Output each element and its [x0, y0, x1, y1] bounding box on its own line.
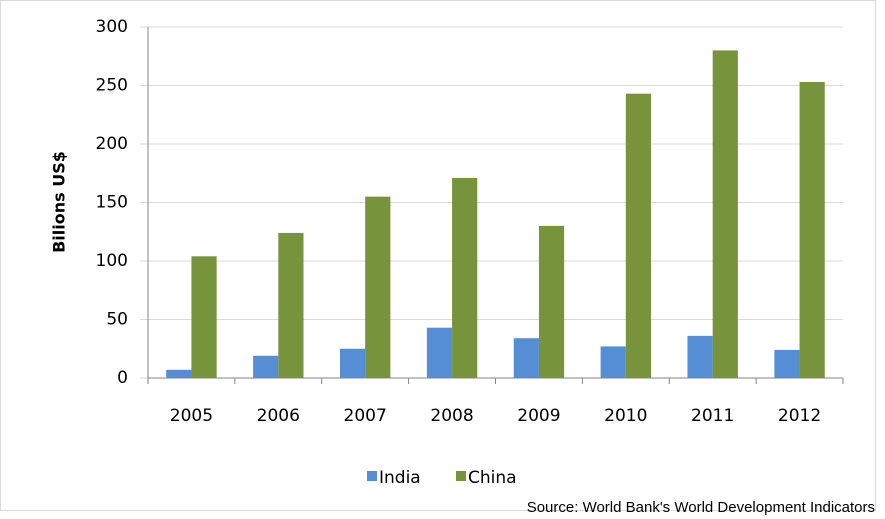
- source-note: Source: World Bank's World Development I…: [527, 499, 875, 516]
- bar: [625, 93, 652, 378]
- bar: [166, 369, 192, 378]
- bar: [426, 327, 453, 378]
- x-tick-label: 2007: [344, 406, 387, 426]
- bar: [600, 346, 626, 378]
- x-tick-label: 2011: [691, 406, 734, 426]
- bar: [712, 50, 738, 379]
- y-axis-label: Bilions US$: [50, 151, 69, 253]
- legend-label: China: [468, 468, 517, 488]
- x-tick-label: 2010: [604, 406, 647, 426]
- x-tick-label: 2012: [778, 406, 821, 426]
- x-tick-label: 2009: [517, 406, 560, 426]
- chart-border: [0, 0, 876, 511]
- legend-label: India: [379, 468, 421, 488]
- x-tick-label: 2005: [170, 406, 213, 426]
- x-tick-label: 2008: [430, 406, 473, 426]
- bar: [452, 177, 478, 378]
- y-tick-label: 150: [96, 193, 128, 213]
- bar: [191, 256, 217, 378]
- bar: [799, 81, 825, 379]
- bar: [513, 338, 539, 378]
- bar: [278, 232, 304, 378]
- bar: [339, 348, 366, 378]
- bar: [365, 196, 391, 378]
- y-tick-label: 200: [96, 134, 128, 154]
- bar: [687, 335, 713, 378]
- legend-swatch: [367, 471, 377, 481]
- bar: [774, 349, 800, 378]
- legend-swatch: [456, 471, 466, 481]
- bar: [253, 355, 279, 378]
- bar: [538, 225, 565, 378]
- y-tick-label: 250: [96, 76, 128, 96]
- x-tick-label: 2006: [257, 406, 300, 426]
- y-tick-label: 100: [96, 251, 128, 271]
- y-tick-label: 50: [106, 310, 128, 330]
- y-tick-label: 300: [96, 17, 128, 37]
- y-tick-label: 0: [117, 368, 128, 388]
